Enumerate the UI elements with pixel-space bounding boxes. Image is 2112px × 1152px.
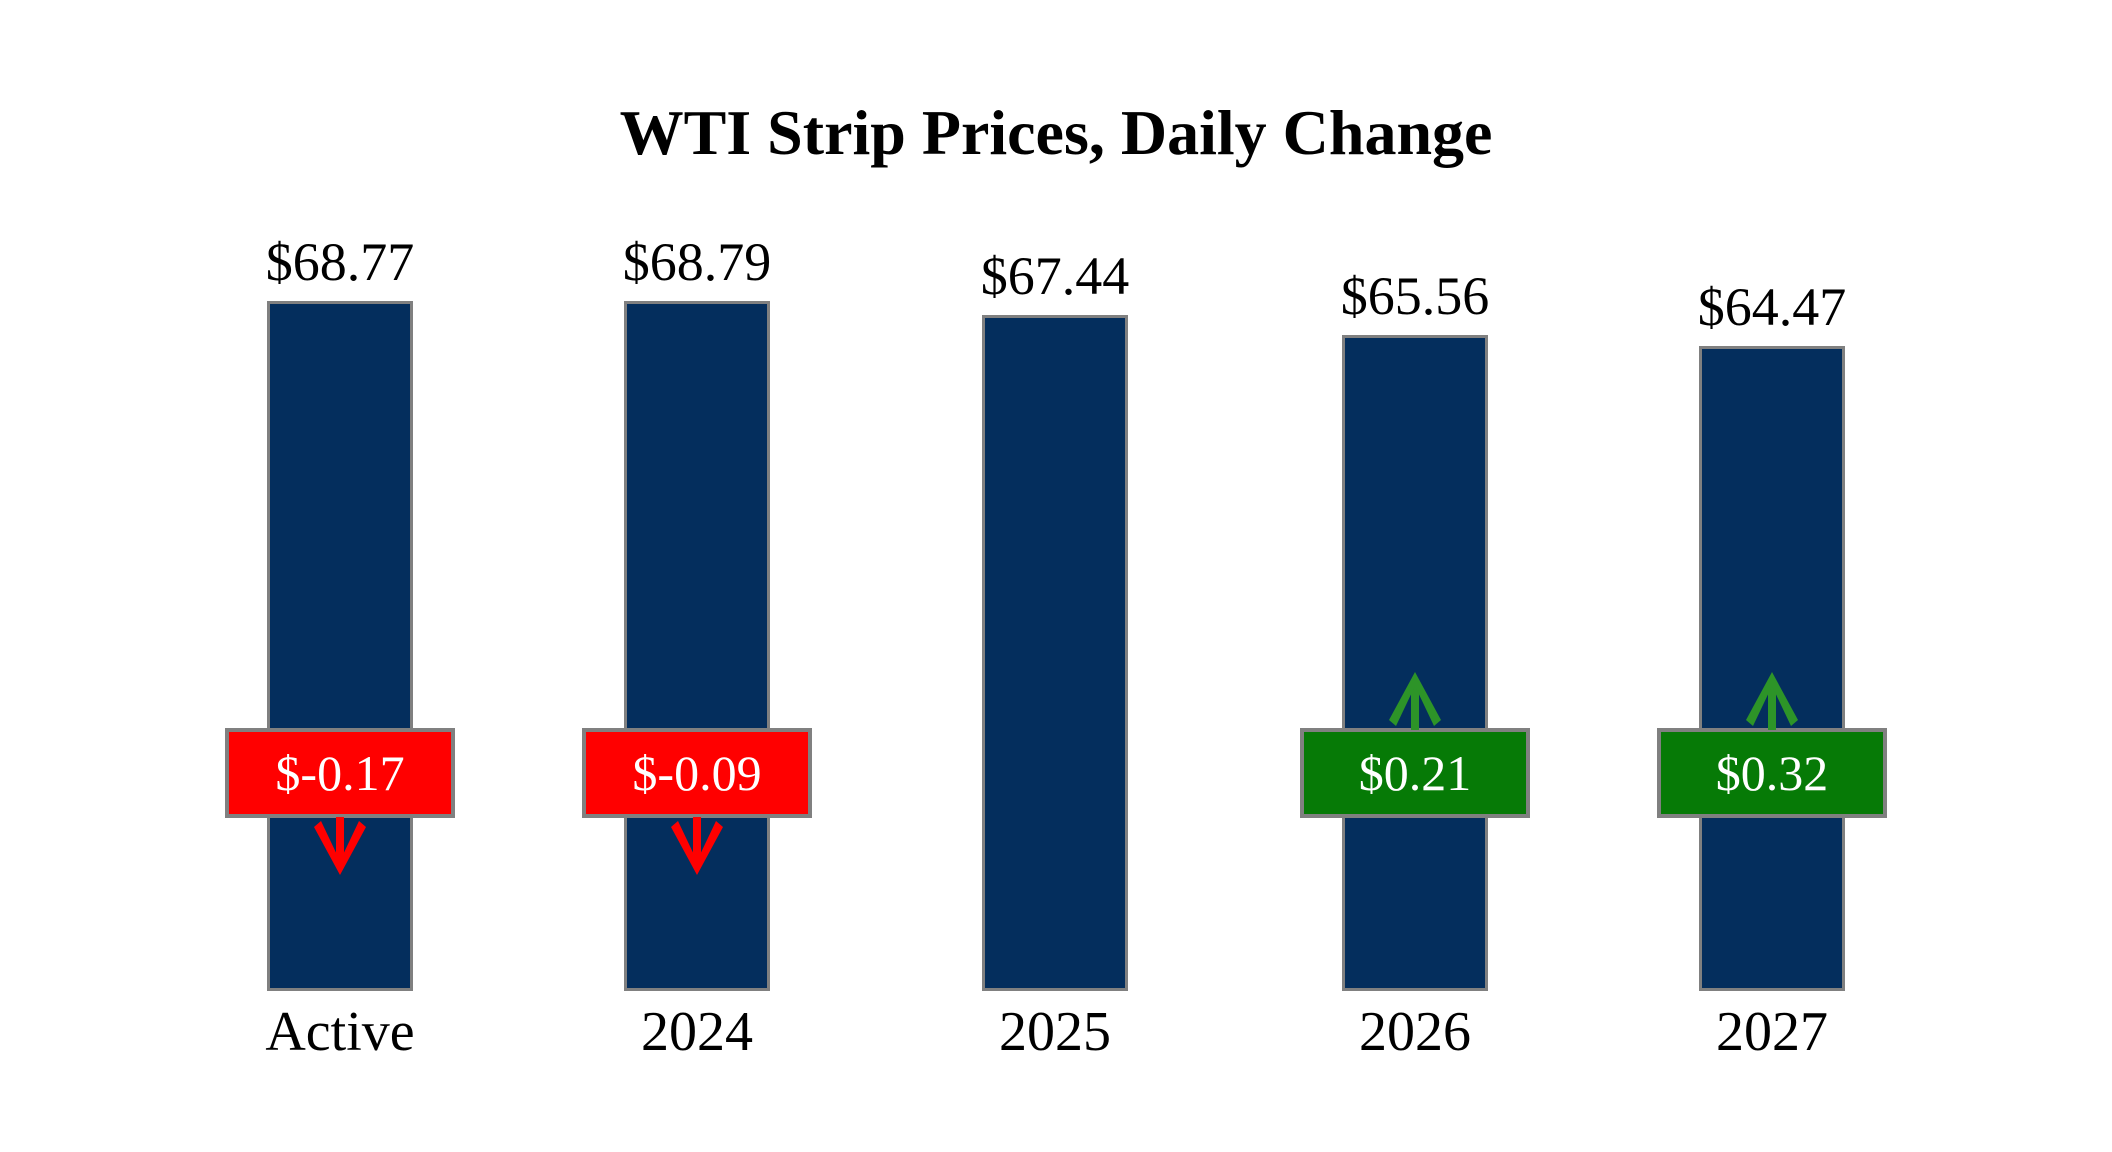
down-arrow-icon (314, 817, 366, 875)
price-label: $68.77 (265, 232, 415, 292)
price-bar (1342, 335, 1488, 991)
category-label: 2027 (1716, 1001, 1828, 1063)
daily-change-badge: $-0.09 (582, 728, 812, 818)
daily-change-badge: $-0.17 (225, 728, 455, 818)
down-arrow-icon (671, 817, 723, 875)
price-bar (267, 301, 413, 991)
category-label: 2024 (641, 1001, 753, 1063)
up-arrow-icon (1389, 672, 1441, 730)
category-label: Active (265, 1001, 415, 1063)
price-bar (982, 315, 1128, 991)
price-label: $67.44 (980, 246, 1130, 306)
price-label: $68.79 (622, 232, 772, 292)
daily-change-badge: $0.32 (1657, 728, 1887, 818)
category-label: 2025 (999, 1001, 1111, 1063)
category-label: 2026 (1359, 1001, 1471, 1063)
price-label: $64.47 (1697, 277, 1847, 337)
price-label: $65.56 (1340, 266, 1490, 326)
up-arrow-icon (1746, 672, 1798, 730)
price-bar (1699, 346, 1845, 991)
price-bar (624, 301, 770, 991)
daily-change-badge: $0.21 (1300, 728, 1530, 818)
chart-title: WTI Strip Prices, Daily Change (619, 97, 1493, 168)
